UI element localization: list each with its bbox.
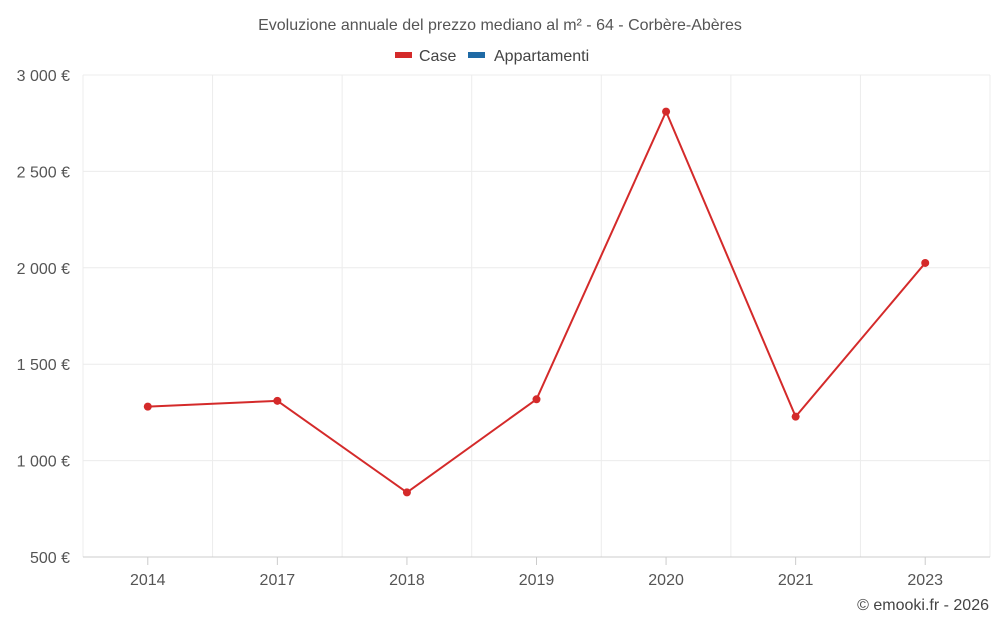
legend: Case Appartamenti xyxy=(395,48,589,65)
x-tick-label: 2023 xyxy=(907,572,943,589)
x-tick-label: 2020 xyxy=(648,572,684,589)
y-axis-labels: 500 € 1 000 € 1 500 € 2 000 € 2 500 € 3 000 € xyxy=(17,68,70,567)
x-tick-label: 2021 xyxy=(778,572,814,589)
x-tick-label: 2018 xyxy=(389,572,425,589)
x-axis-labels: 2014 2017 2018 2019 2020 2021 2023 xyxy=(130,557,943,589)
legend-item-case[interactable]: Case xyxy=(395,48,456,65)
series-line-case xyxy=(147,110,926,494)
y-tick-label: 3 000 € xyxy=(17,68,70,85)
legend-swatch-case xyxy=(395,52,412,58)
y-tick-label: 2 500 € xyxy=(17,164,70,181)
data-point[interactable] xyxy=(791,412,800,421)
y-tick-label: 1 500 € xyxy=(17,357,70,374)
gridlines xyxy=(82,74,991,557)
data-point[interactable] xyxy=(402,488,411,497)
legend-label-appartamenti: Appartamenti xyxy=(494,48,589,65)
data-point[interactable] xyxy=(143,402,152,411)
y-tick-label: 500 € xyxy=(30,550,70,567)
data-point[interactable] xyxy=(662,107,671,116)
y-tick-label: 2 000 € xyxy=(17,261,70,278)
data-point[interactable] xyxy=(273,396,282,405)
legend-item-appartamenti[interactable]: Appartamenti xyxy=(468,48,589,65)
chart-title: Evoluzione annuale del prezzo mediano al… xyxy=(258,17,742,34)
series-group xyxy=(143,107,930,497)
credit-text: © emooki.fr - 2026 xyxy=(857,597,989,614)
data-point[interactable] xyxy=(921,258,930,267)
x-tick-label: 2014 xyxy=(130,572,166,589)
y-tick-label: 1 000 € xyxy=(17,454,70,471)
data-point[interactable] xyxy=(532,395,541,404)
x-tick-label: 2019 xyxy=(519,572,555,589)
legend-swatch-appartamenti xyxy=(468,52,485,58)
legend-label-case: Case xyxy=(419,48,456,65)
x-tick-label: 2017 xyxy=(260,572,296,589)
